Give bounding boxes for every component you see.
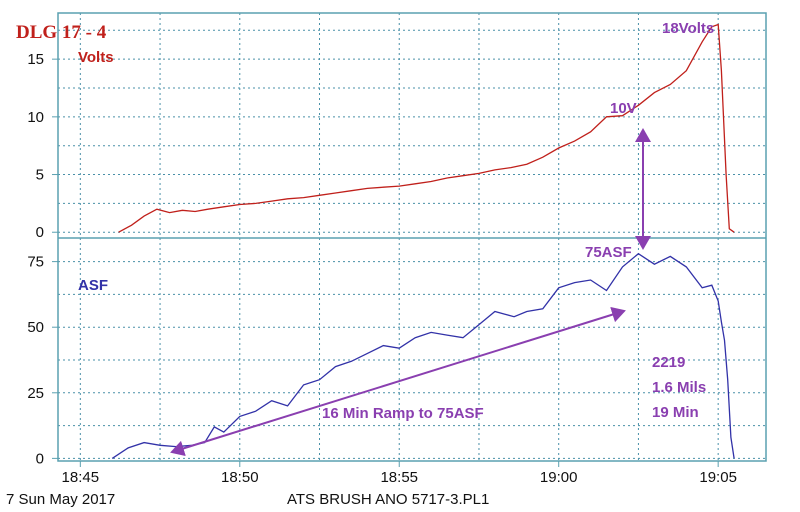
y-tick-label: 25 <box>27 385 44 402</box>
x-tick-label: 18:45 <box>62 469 100 486</box>
footer-filename: ATS BRUSH ANO 5717-3.PL1 <box>287 491 489 508</box>
y-tick-label: 15 <box>27 51 44 68</box>
asf-series-line <box>111 252 735 459</box>
y-tick-label: 50 <box>27 319 44 336</box>
x-tick-label: 18:50 <box>221 469 259 486</box>
y-tick-label: 10 <box>27 109 44 126</box>
annotation-part-number: 2219 <box>652 354 685 371</box>
y-tick-label: 75 <box>27 254 44 271</box>
annotation-75asf: 75ASF <box>585 244 632 261</box>
footer-date: 7 Sun May 2017 <box>6 491 115 508</box>
annotation-18-volts: 18Volts <box>662 20 714 37</box>
annotation-10v: 10V <box>610 100 637 117</box>
volts-series-line <box>118 23 735 233</box>
plot-frame <box>57 12 767 462</box>
annotation-ramp: 16 Min Ramp to 75ASF <box>322 405 484 422</box>
x-tick-label: 19:00 <box>540 469 578 486</box>
y-tick-label: 0 <box>36 450 44 467</box>
x-tick-label: 18:55 <box>380 469 418 486</box>
y-tick-label: 0 <box>36 224 44 241</box>
x-tick-label: 19:05 <box>699 469 737 486</box>
y-tick-label: 5 <box>36 167 44 184</box>
chart-title: DLG 17 - 4 <box>16 22 107 43</box>
annotation-duration: 19 Min <box>652 404 699 421</box>
annotation-thickness: 1.6 Mils <box>652 379 706 396</box>
volts-series-label: Volts <box>78 49 114 66</box>
x-tick-labels: 18:45 18:50 18:55 19:00 19:05 <box>62 461 737 486</box>
ramp-arrow <box>170 306 626 457</box>
y-tick-labels: 0 5 10 15 0 25 50 75 <box>27 51 58 467</box>
asf-series-label: ASF <box>78 277 108 294</box>
